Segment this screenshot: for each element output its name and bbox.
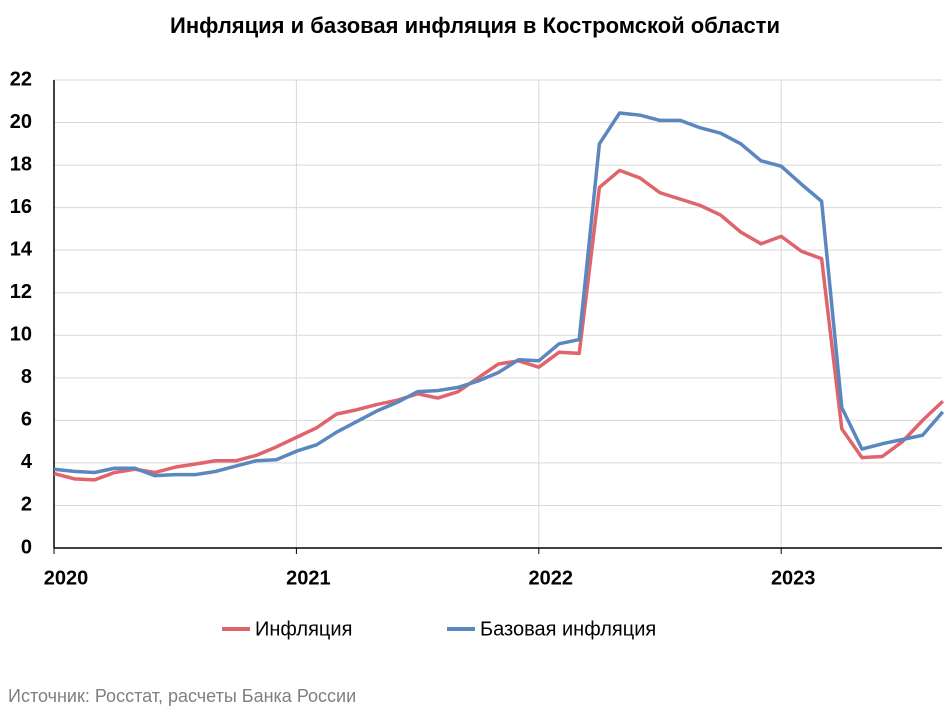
y-tick-label: 12 (10, 281, 32, 303)
x-tick-label: 2022 (529, 567, 574, 589)
x-tick-label: 2023 (771, 567, 816, 589)
line-series (53, 111, 945, 478)
y-tick-label: 14 (10, 238, 33, 260)
legend-label: Базовая инфляция (480, 618, 656, 640)
y-tick-label: 20 (10, 111, 32, 133)
line-series (53, 168, 945, 482)
x-tick-label: 2020 (44, 567, 89, 589)
chart-title: Инфляция и базовая инфляция в Костромско… (170, 13, 780, 38)
legend-label: Инфляция (255, 618, 352, 640)
source-note: Источник: Росстат, расчеты Банка России (8, 686, 356, 706)
x-tick-label: 2021 (286, 567, 331, 589)
y-tick-label: 4 (21, 451, 33, 473)
y-tick-label: 0 (21, 536, 32, 558)
y-tick-label: 18 (10, 153, 32, 175)
y-tick-label: 22 (10, 68, 32, 90)
y-tick-label: 6 (21, 409, 32, 431)
y-tick-label: 16 (10, 196, 32, 218)
y-tick-label: 10 (10, 324, 32, 346)
y-tick-label: 8 (21, 366, 32, 388)
y-tick-label: 2 (21, 494, 32, 516)
